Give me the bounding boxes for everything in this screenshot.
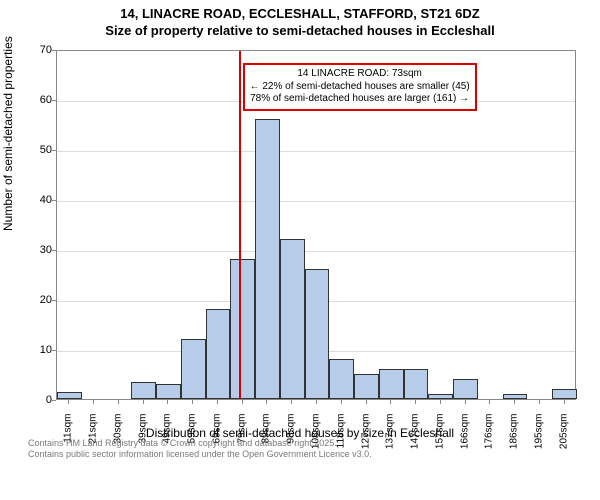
x-tick-mark	[390, 400, 391, 404]
x-tick-mark	[489, 400, 490, 404]
title-address: 14, LINACRE ROAD, ECCLESHALL, STAFFORD, …	[0, 6, 600, 21]
x-tick-mark	[93, 400, 94, 404]
y-tick-label: 20	[22, 294, 52, 306]
histogram-bar	[230, 259, 255, 399]
x-tick-mark	[217, 400, 218, 404]
histogram-bar	[503, 394, 528, 399]
gridline	[57, 151, 575, 152]
x-tick-mark	[266, 400, 267, 404]
y-tick-label: 60	[22, 94, 52, 106]
y-tick-label: 40	[22, 194, 52, 206]
footer-line-1: Contains HM Land Registry data © Crown c…	[28, 438, 372, 449]
histogram-bar	[329, 359, 354, 399]
footer-attribution: Contains HM Land Registry data © Crown c…	[28, 438, 372, 460]
x-tick-mark	[366, 400, 367, 404]
plot-area: 14 LINACRE ROAD: 73sqm ← 22% of semi-det…	[56, 50, 576, 400]
histogram-bar	[354, 374, 379, 399]
title-subtitle: Size of property relative to semi-detach…	[0, 23, 600, 38]
annotation-box: 14 LINACRE ROAD: 73sqm ← 22% of semi-det…	[243, 63, 477, 111]
histogram-bar	[57, 392, 82, 400]
x-tick-mark	[68, 400, 69, 404]
histogram-bar	[552, 389, 577, 399]
x-tick-mark	[564, 400, 565, 404]
histogram-bar	[305, 269, 330, 399]
annotation-line-2: ← 22% of semi-detached houses are smalle…	[250, 81, 470, 94]
x-tick-mark	[539, 400, 540, 404]
x-tick-mark	[192, 400, 193, 404]
histogram-bar	[428, 394, 453, 399]
x-tick-mark	[465, 400, 466, 404]
reference-line	[239, 51, 241, 399]
chart-wrap: Number of semi-detached properties 01020…	[0, 44, 600, 464]
histogram-bar	[131, 382, 156, 400]
y-tick-mark	[52, 400, 56, 401]
x-tick-mark	[415, 400, 416, 404]
gridline	[57, 201, 575, 202]
histogram-bar	[206, 309, 231, 399]
histogram-bar	[379, 369, 404, 399]
title-block: 14, LINACRE ROAD, ECCLESHALL, STAFFORD, …	[0, 0, 600, 38]
footer-line-2: Contains public sector information licen…	[28, 449, 372, 460]
y-tick-label: 70	[22, 44, 52, 56]
x-tick-mark	[440, 400, 441, 404]
histogram-bar	[280, 239, 305, 399]
histogram-bar	[255, 119, 280, 399]
y-axis-title: Number of semi-detached properties	[1, 36, 15, 231]
x-tick-mark	[291, 400, 292, 404]
histogram-bar	[404, 369, 429, 399]
histogram-bar	[453, 379, 478, 399]
x-tick-mark	[118, 400, 119, 404]
x-tick-mark	[242, 400, 243, 404]
x-tick-mark	[316, 400, 317, 404]
x-tick-mark	[514, 400, 515, 404]
annotation-line-3: 78% of semi-detached houses are larger (…	[250, 93, 470, 106]
chart-container: 14, LINACRE ROAD, ECCLESHALL, STAFFORD, …	[0, 0, 600, 500]
y-tick-label: 10	[22, 344, 52, 356]
annotation-line-1: 14 LINACRE ROAD: 73sqm	[250, 68, 470, 81]
x-tick-mark	[143, 400, 144, 404]
histogram-bar	[156, 384, 181, 399]
x-tick-mark	[341, 400, 342, 404]
x-tick-mark	[167, 400, 168, 404]
gridline	[57, 251, 575, 252]
histogram-bar	[181, 339, 206, 399]
y-tick-label: 0	[22, 394, 52, 406]
y-tick-label: 30	[22, 244, 52, 256]
y-tick-label: 50	[22, 144, 52, 156]
